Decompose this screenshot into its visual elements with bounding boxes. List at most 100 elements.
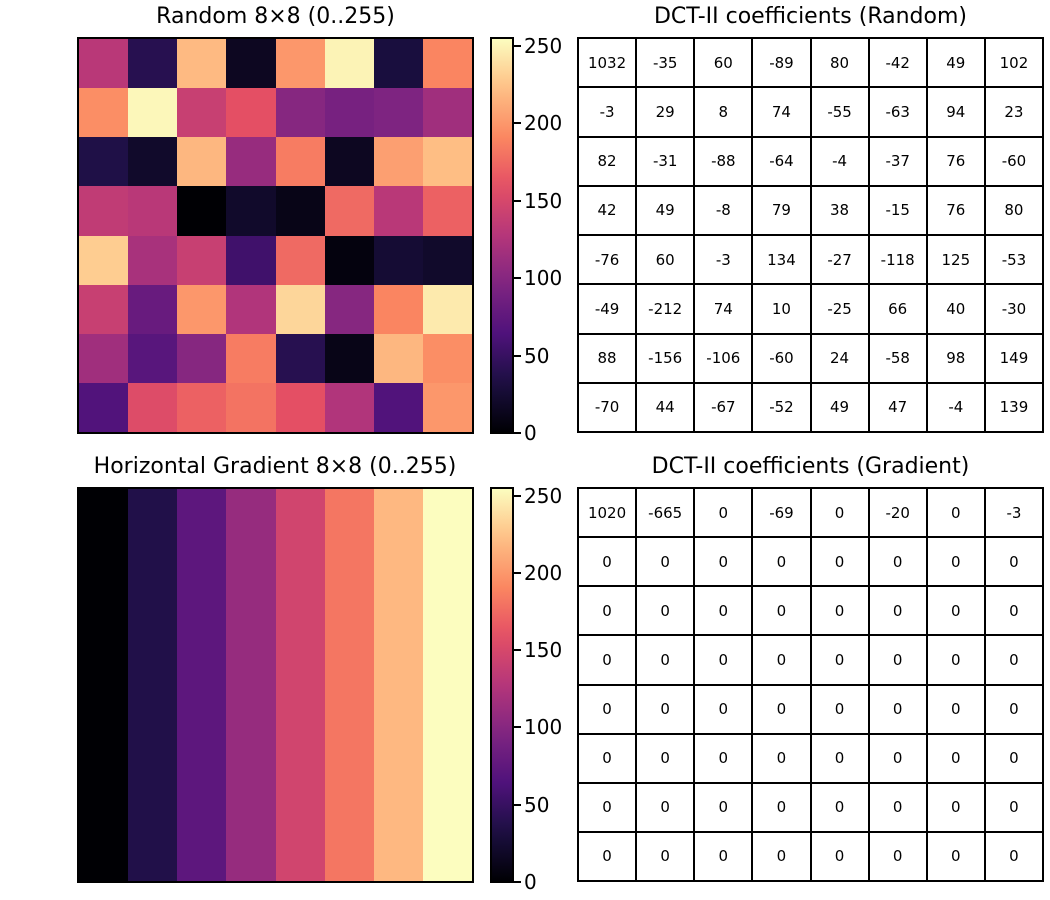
table-cell: 0 — [635, 781, 696, 833]
heatmap-cell — [324, 88, 374, 138]
table-cell: 0 — [925, 830, 986, 883]
table-cell: -76 — [576, 233, 638, 286]
heatmap-cell — [177, 382, 227, 432]
heatmap-cell — [324, 137, 374, 187]
table-row: -76 60 -3 134 -27 -118 125 -53 — [576, 233, 1045, 286]
heatmap-cell — [422, 734, 472, 783]
table-cell: 0 — [809, 830, 870, 883]
table-cell: 24 — [809, 332, 870, 384]
table-row: 42 49 -8 79 38 -15 76 80 — [576, 184, 1045, 237]
colorbar-tick-label: 150 — [524, 188, 563, 213]
colorbar-tick-label: 0 — [524, 870, 537, 894]
heatmap-cell — [226, 489, 276, 538]
heatmap-cell — [275, 333, 325, 383]
heatmap-cell — [422, 783, 472, 832]
heatmap-cell — [373, 538, 423, 587]
table-row: -3 29 8 74 -55 -63 94 23 — [576, 86, 1045, 138]
table-cell: 0 — [809, 486, 870, 539]
table-cell: 47 — [867, 381, 928, 434]
heatmap-cell — [275, 783, 325, 832]
heatmap-cell — [275, 538, 325, 587]
table-cell: 23 — [983, 86, 1045, 138]
table-cell: 0 — [867, 634, 928, 686]
table-cell: 0 — [693, 683, 754, 735]
table-cell: 0 — [925, 536, 986, 588]
heatmap-cell — [373, 333, 423, 383]
heatmap-cell — [226, 137, 276, 187]
heatmap-cell — [324, 783, 374, 832]
colorbar-tick — [514, 432, 521, 434]
table-cell: -8 — [693, 184, 754, 237]
heatmap-cell — [177, 137, 227, 187]
gradient-heatmap — [77, 487, 474, 883]
heatmap-cell — [422, 88, 472, 138]
table-cell: 0 — [576, 634, 638, 686]
heatmap-cell — [79, 137, 129, 187]
table-cell: 49 — [809, 381, 870, 434]
table-cell: 94 — [925, 86, 986, 138]
heatmap-cell — [324, 587, 374, 636]
table-cell: 0 — [925, 634, 986, 686]
heatmap-cell — [128, 333, 178, 383]
heatmap-cell — [177, 235, 227, 285]
colorbar-tick-label: 200 — [524, 111, 563, 136]
heatmap-cell — [324, 636, 374, 685]
gradient-colorbar — [490, 487, 514, 883]
heatmap-cell — [128, 382, 178, 432]
heatmap-cell — [275, 636, 325, 685]
heatmap-cell — [422, 235, 472, 285]
table-cell: 0 — [925, 781, 986, 833]
table-cell: 0 — [983, 585, 1045, 637]
table-cell: 10 — [751, 283, 812, 335]
heatmap-cell — [422, 333, 472, 383]
colorbar-tick — [514, 726, 521, 729]
heatmap-cell — [177, 489, 227, 538]
table-cell: 42 — [576, 184, 638, 237]
table-cell: 0 — [635, 830, 696, 883]
table-cell: 0 — [635, 585, 696, 637]
heatmap-cell — [177, 783, 227, 832]
table-row: -49 -212 74 10 -25 66 40 -30 — [576, 283, 1045, 335]
table-cell: -88 — [693, 135, 754, 187]
heatmap-cell — [324, 284, 374, 334]
heatmap-cell — [373, 783, 423, 832]
table-cell: -42 — [867, 36, 928, 89]
table-cell: 1032 — [576, 36, 638, 89]
table-cell: 0 — [809, 585, 870, 637]
table-cell: 49 — [635, 184, 696, 237]
heatmap-cell — [275, 685, 325, 734]
table-row: 88 -156 -106 -60 24 -58 98 149 — [576, 332, 1045, 384]
table-cell: -118 — [867, 233, 928, 286]
heatmap-cell — [128, 88, 178, 138]
table-row: 1032 -35 60 -89 80 -42 49 102 — [576, 36, 1045, 89]
heatmap-cell — [373, 587, 423, 636]
table-cell: 79 — [751, 184, 812, 237]
heatmap-cell — [226, 832, 276, 881]
table-cell: 0 — [809, 536, 870, 588]
heatmap-cell — [373, 235, 423, 285]
table-cell: 0 — [693, 634, 754, 686]
table-cell: -53 — [983, 233, 1045, 286]
heatmap-cell — [79, 832, 129, 881]
table-cell: -49 — [576, 283, 638, 335]
colorbar-tick-label: 0 — [524, 421, 537, 445]
table-cell: 0 — [751, 683, 812, 735]
table-cell: 0 — [635, 536, 696, 588]
table-cell: 139 — [983, 381, 1045, 434]
table-cell: 76 — [925, 135, 986, 187]
table-cell: 0 — [751, 830, 812, 883]
heatmap-cell — [226, 333, 276, 383]
table-cell: 0 — [925, 486, 986, 539]
table-cell: 0 — [925, 732, 986, 784]
table-cell: 0 — [867, 683, 928, 735]
heatmap-cell — [226, 538, 276, 587]
heatmap-cell — [177, 734, 227, 783]
heatmap-cell — [177, 186, 227, 236]
table-cell: -55 — [809, 86, 870, 138]
heatmap-cell — [275, 832, 325, 881]
heatmap-cell — [226, 685, 276, 734]
table-cell: -4 — [809, 135, 870, 187]
heatmap-cell — [177, 88, 227, 138]
